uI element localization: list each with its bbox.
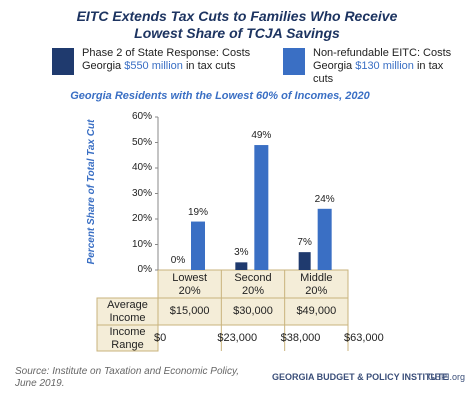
source: Source: Institute on Taxation and Econom…	[15, 366, 240, 389]
range-label: $0	[154, 332, 167, 344]
y-tick-label: 40%	[131, 162, 152, 173]
chart-title: EITC Extends Tax Cuts to Families Who Re…	[76, 8, 398, 24]
y-tick-label: 50%	[131, 136, 152, 148]
y-axis-label: Percent Share of Total Tax Cut	[86, 119, 97, 265]
legend-highlight: $550 million	[124, 60, 183, 73]
logo-url: GBPI.org	[428, 372, 466, 382]
bar	[298, 252, 311, 270]
x-tick-label: Lowest 20%	[172, 272, 208, 298]
table-bg	[96, 324, 159, 352]
chart-title: Lowest Share of TCJA Savings	[134, 25, 340, 41]
bar	[317, 208, 332, 270]
data-label: 24%	[314, 193, 335, 205]
table-cell: $49,000	[296, 305, 337, 317]
bar	[191, 221, 205, 270]
legend-swatch	[52, 48, 74, 75]
row-label: Average Income	[107, 299, 148, 325]
chart-subtitle: Georgia Residents with the Lowest 60% of…	[70, 90, 370, 102]
data-label: 7%	[297, 237, 312, 249]
range-label: $38,000	[280, 332, 321, 344]
bar	[254, 145, 269, 270]
data-label: 19%	[187, 206, 208, 218]
y-tick-label: 60%	[131, 111, 152, 122]
data-label: 49%	[251, 130, 272, 142]
table-cell: $15,000	[169, 305, 210, 317]
range-label: $63,000	[344, 332, 384, 344]
y-tick-label: 0%	[137, 264, 152, 275]
y-tick-label: 30%	[131, 187, 152, 199]
x-tick-label: Second 20%	[234, 272, 272, 298]
table-cell: $30,000	[233, 305, 273, 317]
logo: GEORGIA BUDGET & POLICY INSTITUTE	[272, 372, 449, 382]
bar	[235, 262, 248, 270]
legend-label: Non-refundable EITC: Costs Georgia $130 …	[313, 47, 452, 86]
y-tick-label: 20%	[131, 213, 152, 224]
y-tick-label: 10%	[131, 238, 152, 250]
legend-swatch	[283, 48, 305, 75]
data-label: 3%	[234, 247, 249, 259]
legend-label: Phase 2 of State Response: Costs Georgia…	[82, 47, 251, 73]
data-label: 0%	[170, 255, 186, 266]
range-label: $23,000	[217, 332, 258, 344]
row-label: Income Range	[109, 326, 146, 352]
table-bg	[157, 269, 349, 299]
legend-highlight: $130 million	[355, 60, 414, 73]
x-tick-label: Middle 20%	[300, 272, 333, 298]
